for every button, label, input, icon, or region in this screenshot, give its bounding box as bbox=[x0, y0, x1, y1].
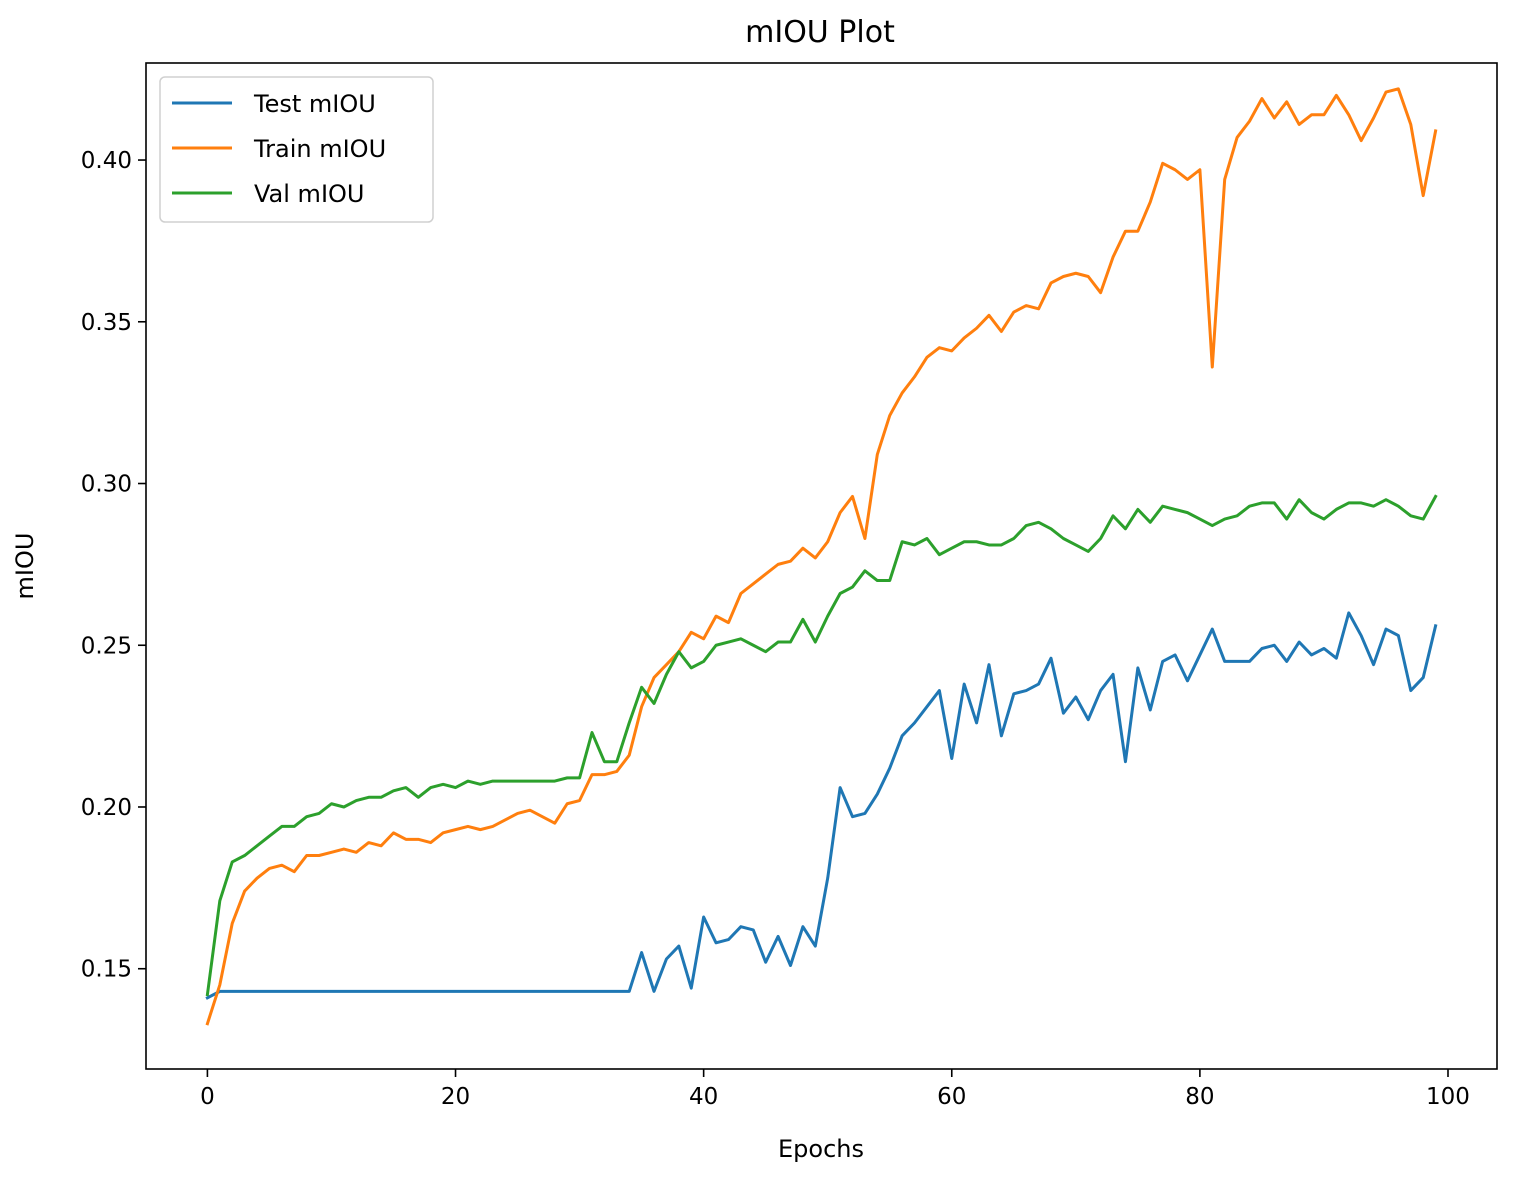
series-line-test-miou bbox=[205, 611, 1438, 1000]
legend-label: Test mIOU bbox=[253, 90, 376, 118]
x-tick-label: 20 bbox=[441, 1084, 470, 1110]
x-axis-label: Epochs bbox=[778, 1135, 864, 1163]
y-tick-label: 0.35 bbox=[81, 310, 132, 336]
series-line-val-miou bbox=[205, 494, 1438, 997]
y-tick-label: 0.15 bbox=[81, 957, 132, 983]
y-axis-label: mIOU bbox=[11, 533, 39, 600]
series-lines bbox=[205, 87, 1438, 1026]
x-tick-label: 0 bbox=[200, 1084, 215, 1110]
y-axis: 0.15 0.20 0.25 0.30 0.35 0.40 bbox=[81, 148, 146, 983]
y-tick-label: 0.20 bbox=[81, 795, 132, 821]
axes-frame bbox=[145, 62, 1498, 1070]
y-tick-label: 0.40 bbox=[81, 148, 132, 174]
x-tick-label: 60 bbox=[937, 1084, 966, 1110]
x-axis: 0 20 40 60 80 100 bbox=[200, 1069, 1470, 1110]
x-tick-label: 100 bbox=[1426, 1084, 1470, 1110]
chart-title: mIOU Plot bbox=[745, 15, 895, 50]
plot-area bbox=[146, 63, 1497, 1069]
x-tick-label: 80 bbox=[1185, 1084, 1214, 1110]
legend-label: Val mIOU bbox=[254, 180, 364, 208]
legend-label: Train mIOU bbox=[253, 135, 386, 163]
series-line-train-miou bbox=[205, 87, 1438, 1026]
y-tick-label: 0.30 bbox=[81, 472, 132, 498]
y-tick-label: 0.25 bbox=[81, 633, 132, 659]
legend: Test mIOU Train mIOU Val mIOU bbox=[159, 76, 434, 223]
legend-box bbox=[159, 76, 434, 223]
x-tick-label: 40 bbox=[689, 1084, 718, 1110]
